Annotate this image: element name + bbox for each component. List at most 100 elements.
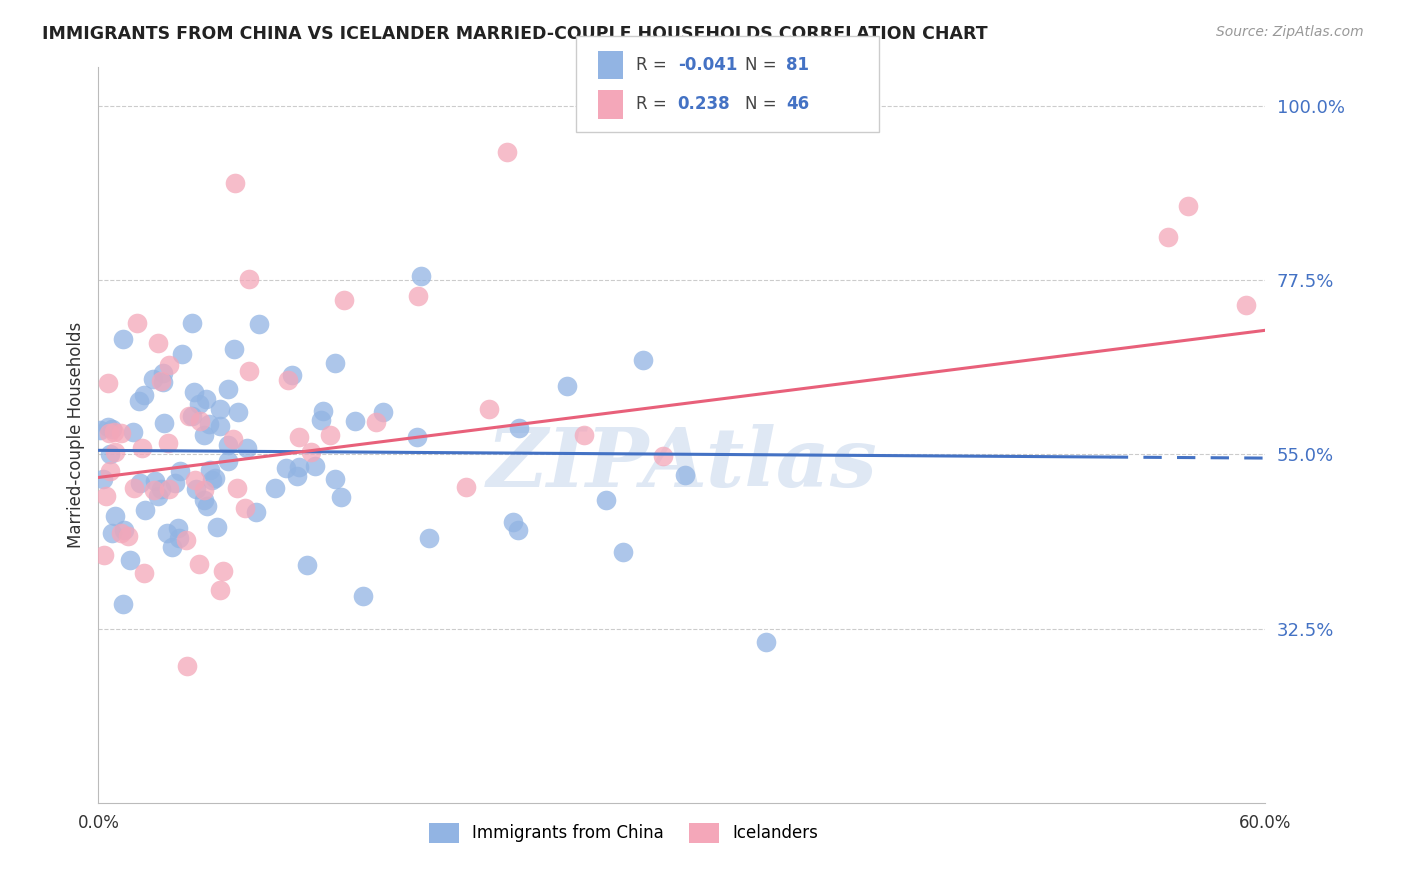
Point: [208, 402, 231, 417]
Point: [134, 503, 156, 517]
Point: [281, 368, 304, 383]
Point: [323, 356, 346, 370]
Point: [301, 445, 323, 459]
Point: [508, 420, 530, 434]
Point: [93, 548, 115, 562]
Point: [160, 541, 183, 555]
Point: [319, 427, 342, 442]
Point: [247, 317, 270, 331]
Point: [142, 372, 165, 386]
Point: [143, 483, 166, 497]
Point: [288, 459, 311, 474]
Point: [287, 430, 309, 444]
Point: [373, 405, 395, 419]
Point: [1177, 199, 1199, 213]
Point: [205, 519, 228, 533]
Legend: Immigrants from China, Icelanders: Immigrants from China, Icelanders: [422, 816, 825, 850]
Point: [156, 526, 179, 541]
Point: [146, 489, 169, 503]
Point: [152, 376, 174, 390]
Point: [169, 531, 191, 545]
Point: [418, 531, 440, 545]
Point: [631, 353, 654, 368]
Point: [91, 472, 114, 486]
Text: Source: ZipAtlas.com: Source: ZipAtlas.com: [1216, 25, 1364, 39]
Point: [176, 659, 198, 673]
Point: [122, 481, 145, 495]
Point: [277, 373, 299, 387]
Point: [233, 500, 256, 515]
Point: [478, 402, 501, 417]
Point: [212, 564, 235, 578]
Point: [201, 473, 224, 487]
Point: [98, 447, 121, 461]
Point: [209, 419, 232, 434]
Point: [96, 489, 118, 503]
Point: [304, 458, 326, 473]
Point: [198, 417, 221, 431]
Point: [352, 589, 374, 603]
Point: [312, 404, 335, 418]
Text: 0.238: 0.238: [678, 95, 730, 113]
Point: [555, 378, 578, 392]
Point: [309, 413, 332, 427]
Point: [98, 464, 121, 478]
Point: [245, 505, 267, 519]
Point: [149, 482, 172, 496]
Point: [612, 545, 634, 559]
Point: [184, 482, 207, 496]
Point: [134, 566, 156, 581]
Point: [222, 342, 245, 356]
Point: [103, 444, 125, 458]
Point: [193, 493, 215, 508]
Point: [179, 409, 201, 424]
Text: 46: 46: [786, 95, 808, 113]
Point: [125, 316, 148, 330]
Point: [120, 553, 142, 567]
Point: [150, 374, 173, 388]
Point: [295, 558, 318, 573]
Text: N =: N =: [745, 95, 782, 113]
Point: [183, 384, 205, 399]
Point: [193, 483, 215, 498]
Y-axis label: Married-couple Households: Married-couple Households: [66, 322, 84, 548]
Point: [325, 471, 347, 485]
Point: [651, 449, 673, 463]
Point: [195, 392, 218, 406]
Point: [195, 500, 218, 514]
Point: [595, 493, 617, 508]
Point: [1234, 298, 1257, 312]
Point: [236, 441, 259, 455]
Point: [333, 293, 356, 307]
Point: [163, 475, 186, 490]
Point: [572, 428, 595, 442]
Point: [172, 346, 194, 360]
Point: [131, 441, 153, 455]
Point: [1157, 230, 1180, 244]
Point: [97, 419, 120, 434]
Text: R =: R =: [636, 95, 672, 113]
Point: [104, 509, 127, 524]
Point: [100, 422, 122, 436]
Point: [188, 414, 211, 428]
Point: [222, 433, 245, 447]
Point: [180, 409, 202, 424]
Point: [238, 271, 260, 285]
Point: [502, 515, 524, 529]
Point: [174, 533, 197, 548]
Text: 81: 81: [786, 56, 808, 74]
Point: [330, 490, 353, 504]
Point: [263, 481, 285, 495]
Point: [409, 269, 432, 284]
Point: [406, 429, 429, 443]
Point: [217, 438, 239, 452]
Point: [755, 635, 778, 649]
Point: [122, 425, 145, 440]
Point: [183, 473, 205, 487]
Point: [169, 464, 191, 478]
Point: [200, 463, 222, 477]
Point: [408, 288, 430, 302]
Point: [111, 332, 134, 346]
Point: [238, 364, 260, 378]
Point: [193, 428, 215, 442]
